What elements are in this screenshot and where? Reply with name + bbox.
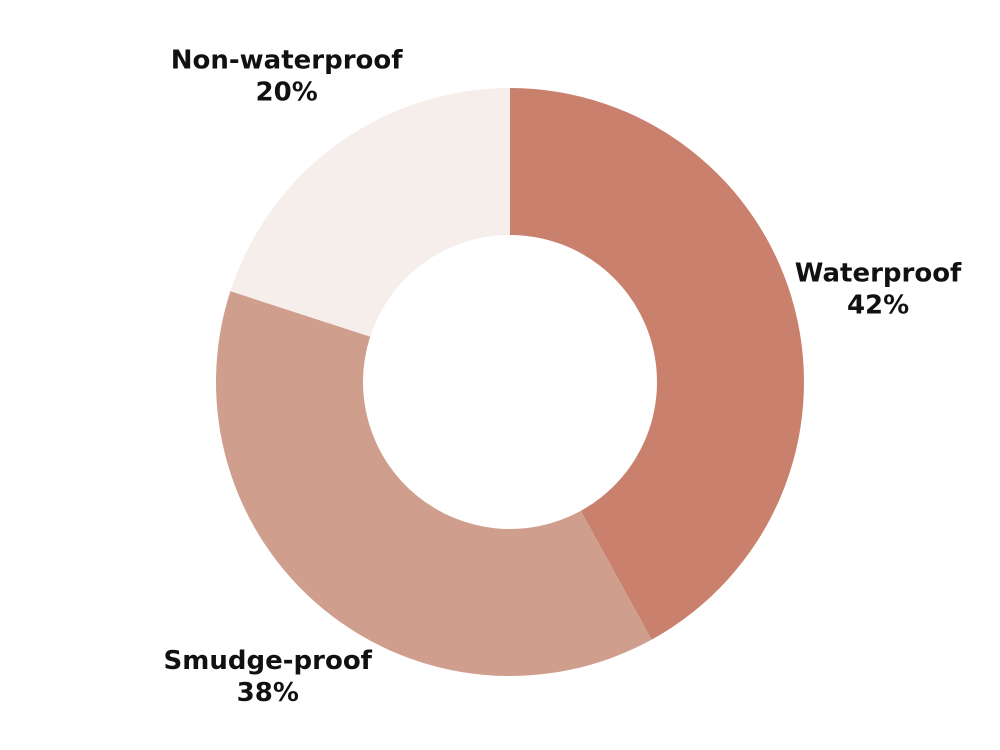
slice-waterproof	[510, 88, 804, 640]
slice-smudge-proof	[215, 291, 652, 676]
slice-name-label: Non-waterproof	[171, 46, 404, 76]
chart-slices	[215, 88, 804, 676]
slice-name-label: Waterproof	[795, 258, 962, 288]
slice-value-label: 42%	[847, 290, 909, 320]
slice-value-label: 20%	[256, 78, 318, 108]
slice-name-label: Smudge-proof	[164, 646, 373, 676]
slice-value-label: 38%	[237, 678, 299, 708]
slice-non-waterproof	[230, 88, 510, 337]
